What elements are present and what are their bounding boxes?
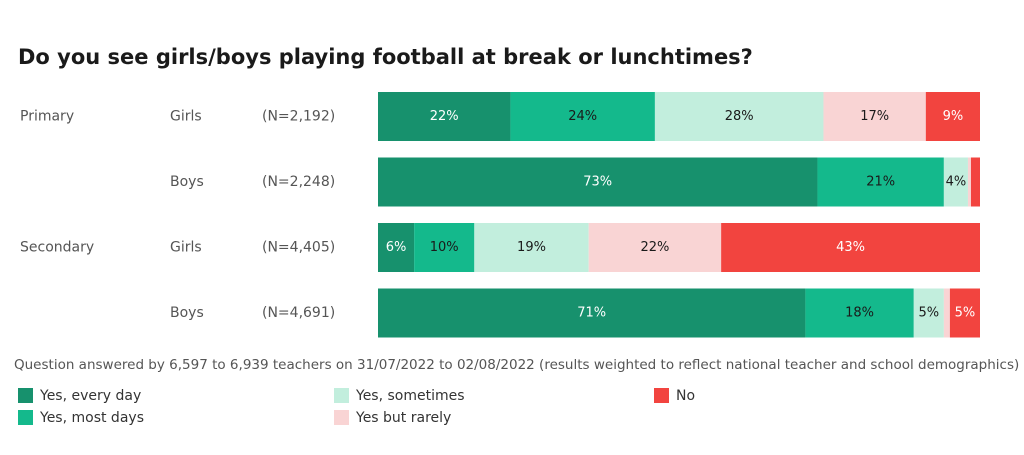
footnote: Question answered by 6,597 to 6,939 teac… (14, 357, 1019, 373)
value-label: 6% (386, 240, 407, 255)
value-label: 17% (860, 109, 889, 124)
legend-label: Yes, every day (39, 388, 141, 404)
bar-segment (913, 288, 944, 338)
legend-swatch (18, 388, 33, 403)
bar-segment (510, 92, 655, 141)
value-label: 5% (955, 306, 976, 321)
value-label: 73% (583, 175, 612, 190)
bar-segment (378, 157, 818, 207)
n-label: (N=4,691) (262, 305, 335, 321)
value-label: 9% (943, 109, 964, 124)
n-label: (N=4,405) (262, 240, 335, 256)
value-label: 24% (568, 109, 597, 124)
group-label: Secondary (20, 240, 94, 256)
bar-segment (378, 92, 511, 141)
bar-segment (925, 92, 980, 141)
legend-swatch (18, 410, 33, 425)
bar-segment (949, 288, 980, 338)
bar-segment (805, 288, 914, 338)
bar-segment (378, 288, 806, 338)
bar-segment (943, 157, 968, 207)
value-label: 21% (866, 175, 895, 190)
legend-swatch (654, 388, 669, 403)
category-label: Girls (170, 109, 202, 125)
bar-segment (721, 223, 980, 272)
n-label: (N=2,248) (262, 174, 335, 190)
category-label: Girls (170, 240, 202, 256)
value-label: 28% (725, 109, 754, 124)
chart-title: Do you see girls/boys playing football a… (18, 45, 753, 69)
bar-segment (474, 223, 589, 272)
value-label: 43% (836, 240, 865, 255)
value-label: 22% (640, 240, 669, 255)
value-label: 4% (946, 175, 967, 190)
value-label: 18% (845, 306, 874, 321)
legend-label: No (676, 388, 695, 404)
bar-segment (654, 92, 824, 141)
bar-segment (378, 223, 415, 272)
bar-segment (823, 92, 926, 141)
legend-swatch (334, 410, 349, 425)
category-label: Boys (170, 305, 204, 321)
legend-label: Yes, sometimes (355, 388, 465, 404)
value-label: 22% (430, 109, 459, 124)
group-label: Primary (20, 109, 74, 125)
category-label: Boys (170, 174, 204, 190)
bar-segment (817, 157, 944, 207)
bar-segment (967, 157, 971, 207)
legend-label: Yes, most days (39, 410, 144, 426)
value-label: 71% (577, 306, 606, 321)
bar-segment (970, 157, 980, 207)
legend-label: Yes but rarely (355, 410, 451, 426)
legend-swatch (334, 388, 349, 403)
bar-segment (414, 223, 475, 272)
value-label: 10% (430, 240, 459, 255)
value-label: 5% (919, 306, 940, 321)
bar-segment (943, 288, 950, 338)
n-label: (N=2,192) (262, 109, 335, 125)
bar-segment (588, 223, 722, 272)
value-label: 19% (517, 240, 546, 255)
